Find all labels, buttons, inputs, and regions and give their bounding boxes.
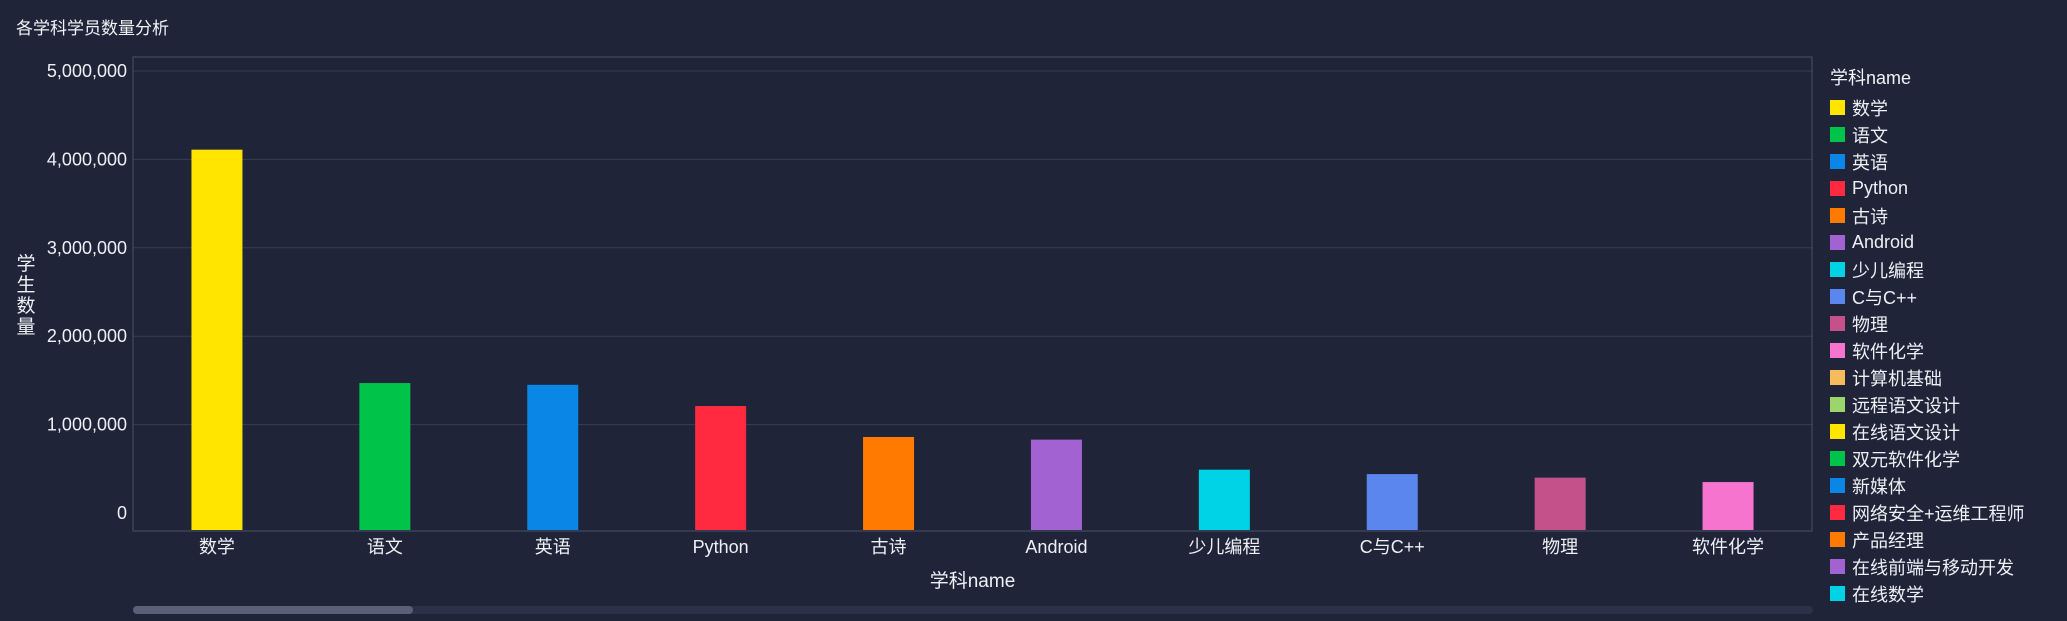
- legend-item[interactable]: 物理: [1830, 310, 2060, 337]
- x-tick-label: 古诗: [871, 537, 907, 557]
- x-tick-label: 数学: [199, 537, 235, 557]
- legend-label: 双元软件化学: [1852, 449, 1960, 470]
- bar[interactable]: [191, 149, 243, 530]
- legend-label: 物理: [1852, 314, 1888, 335]
- legend-label: 产品经理: [1852, 530, 1924, 551]
- legend-swatch: [1830, 181, 1845, 196]
- legend-swatch: [1830, 343, 1845, 358]
- legend-item[interactable]: C与C++: [1830, 283, 2060, 310]
- bar[interactable]: [1702, 482, 1754, 530]
- y-tick-label: 0: [117, 503, 127, 523]
- legend-item[interactable]: 在线前端与移动开发: [1830, 553, 2060, 580]
- legend-label: C与C++: [1852, 287, 1918, 308]
- legend-title: 学科name: [1830, 68, 1912, 88]
- legend-label: 网络安全+运维工程师: [1852, 503, 2025, 524]
- legend-swatch: [1830, 586, 1845, 601]
- legend-swatch: [1830, 505, 1845, 520]
- y-axis-ticks: 0 1,000,000 2,000,000 3,000,000 4,000,000 5,0…: [47, 61, 127, 523]
- x-tick-label: Python: [693, 537, 749, 557]
- legend-swatch: [1830, 100, 1845, 115]
- legend-swatch: [1830, 424, 1845, 439]
- grid-lines: [133, 70, 1812, 426]
- x-tick-label: 软件化学: [1692, 537, 1764, 557]
- legend-label: 计算机基础: [1852, 368, 1942, 389]
- legend-item[interactable]: 语文: [1830, 121, 2060, 148]
- x-tick-label: 语文: [367, 537, 403, 557]
- bars: [191, 149, 1754, 530]
- legend-item[interactable]: 英语: [1830, 148, 2060, 175]
- legend-swatch: [1830, 262, 1845, 277]
- chart-title: 各学科学员数量分析: [16, 19, 169, 38]
- legend-item[interactable]: 产品经理: [1830, 526, 2060, 553]
- legend-item[interactable]: 新媒体: [1830, 472, 2060, 499]
- bar[interactable]: [359, 383, 411, 530]
- legend-label: 古诗: [1852, 206, 1888, 227]
- legend-item[interactable]: 在线数学: [1830, 580, 2060, 607]
- legend-label: Python: [1852, 178, 1909, 198]
- x-tick-label: 物理: [1542, 537, 1578, 557]
- y-tick-label: 2,000,000: [47, 326, 127, 346]
- x-axis-ticks: 数学 语文 英语 Python 古诗 Android 少儿编程 C与C++ 物理 软件化学: [199, 537, 1764, 557]
- x-tick-label: C与C++: [1360, 537, 1425, 557]
- y-tick-label: 5,000,000: [47, 61, 127, 81]
- bar[interactable]: [863, 436, 915, 530]
- legend-swatch: [1830, 532, 1845, 547]
- x-axis-label: 学科name: [930, 570, 1016, 592]
- legend-label: 新媒体: [1852, 476, 1906, 497]
- legend-swatch: [1830, 478, 1845, 493]
- legend-swatch: [1830, 397, 1845, 412]
- legend-swatch: [1830, 289, 1845, 304]
- y-tick-label: 4,000,000: [47, 149, 127, 169]
- bar[interactable]: [1534, 477, 1586, 530]
- legend-swatch: [1830, 208, 1845, 223]
- legend-item[interactable]: 在线语文设计: [1830, 418, 2060, 445]
- legend-label: 远程语文设计: [1852, 395, 1960, 416]
- x-tick-label: 英语: [535, 537, 571, 557]
- legend: 学科name 数学语文英语 Python 古诗 Android 少儿编程 C与C++ 物理软…: [1830, 64, 2060, 607]
- legend-item[interactable]: 网络安全+运维工程师: [1830, 499, 2060, 526]
- legend-item[interactable]: 数学: [1830, 94, 2060, 121]
- y-tick-label: 3,000,000: [47, 238, 127, 258]
- bar[interactable]: [1198, 469, 1250, 530]
- legend-swatch: [1830, 370, 1845, 385]
- y-axis-label-text: 学生数量: [16, 253, 35, 338]
- legend-swatch: [1830, 127, 1845, 142]
- legend-item[interactable]: Python: [1830, 175, 2060, 202]
- legend-item[interactable]: 少儿编程: [1830, 256, 2060, 283]
- legend-label: 在线前端与移动开发: [1852, 557, 2014, 578]
- legend-swatch: [1830, 235, 1845, 250]
- legend-item[interactable]: 古诗: [1830, 202, 2060, 229]
- legend-swatch: [1830, 559, 1845, 574]
- legend-swatch: [1830, 451, 1845, 466]
- legend-label: 语文: [1852, 125, 1888, 146]
- horizontal-scrollbar-thumb[interactable]: [133, 606, 413, 614]
- bar[interactable]: [1030, 439, 1082, 530]
- y-tick-label: 1,000,000: [47, 415, 127, 435]
- legend-label: 在线数学: [1852, 584, 1924, 605]
- bar[interactable]: [695, 406, 747, 530]
- legend-item[interactable]: 远程语文设计: [1830, 391, 2060, 418]
- legend-label: Android: [1852, 232, 1915, 252]
- bar[interactable]: [1366, 474, 1418, 530]
- legend-item[interactable]: Android: [1830, 229, 2060, 256]
- x-tick-label: 少儿编程: [1188, 537, 1260, 557]
- bar[interactable]: [527, 384, 579, 530]
- legend-label: 少儿编程: [1852, 260, 1924, 281]
- legend-item[interactable]: 计算机基础: [1830, 364, 2060, 391]
- legend-item[interactable]: 双元软件化学: [1830, 445, 2060, 472]
- legend-label: 数学: [1852, 98, 1888, 119]
- x-tick-label: Android: [1025, 537, 1087, 557]
- legend-item[interactable]: 软件化学: [1830, 337, 2060, 364]
- horizontal-scrollbar-track[interactable]: [133, 606, 1813, 614]
- legend-items: 数学语文英语 Python 古诗 Android 少儿编程 C与C++ 物理软件化学计算机基…: [1830, 94, 2060, 607]
- legend-label: 在线语文设计: [1852, 422, 1960, 443]
- y-axis-label: 学生数量: [16, 253, 35, 338]
- plot-area-frame: [132, 56, 1813, 532]
- legend-swatch: [1830, 154, 1845, 169]
- legend-swatch: [1830, 316, 1845, 331]
- legend-label: 英语: [1852, 152, 1888, 173]
- legend-label: 软件化学: [1852, 341, 1924, 362]
